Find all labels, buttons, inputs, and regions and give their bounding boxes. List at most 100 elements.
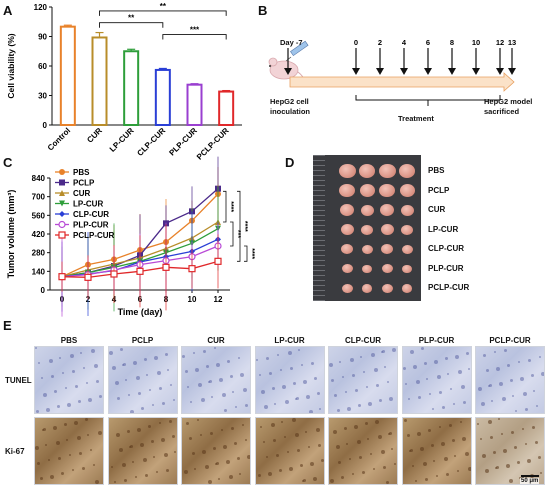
tumor-row-label: PLP-CUR bbox=[428, 263, 464, 273]
timeline-bar bbox=[289, 72, 515, 92]
tumor-sample bbox=[338, 163, 356, 178]
significance-label: **** bbox=[227, 201, 234, 212]
tumor-row-label: PCLP bbox=[428, 185, 450, 195]
legend-label: LP-CUR bbox=[73, 200, 103, 209]
bar bbox=[59, 25, 76, 127]
day-label: 13 bbox=[508, 38, 516, 47]
legend-entry: PCLP-CUR bbox=[55, 231, 115, 240]
legend-entry: PCLP bbox=[55, 179, 95, 188]
inoculation-caption-1: HepG2 cell bbox=[270, 97, 309, 106]
bar bbox=[91, 36, 108, 127]
tumor-sample bbox=[340, 204, 354, 216]
treatment-caption: Treatment bbox=[398, 114, 434, 123]
tunel-image bbox=[328, 346, 398, 414]
arrowhead bbox=[472, 68, 480, 75]
histology-column-label: LP-CUR bbox=[274, 336, 305, 345]
x-tick-label: CUR bbox=[85, 126, 104, 145]
tumor-row-label: PCLP-CUR bbox=[428, 283, 470, 292]
panel-label-c: C bbox=[3, 155, 13, 170]
tumor-sample bbox=[380, 224, 394, 236]
ki67-image bbox=[107, 417, 178, 485]
tunel-image bbox=[181, 346, 251, 414]
significance-label: *** bbox=[190, 26, 200, 35]
ki67-image bbox=[34, 417, 104, 485]
sacrificed-caption-1: HepG2 model bbox=[484, 97, 533, 106]
scale-bar-label: 50 μm bbox=[520, 478, 540, 484]
treatment-brace bbox=[355, 95, 501, 106]
y-tick-label: 0 bbox=[41, 286, 46, 295]
tunel-image bbox=[475, 346, 545, 414]
bar bbox=[186, 83, 203, 126]
inoculation-caption-2: inoculation bbox=[270, 107, 310, 116]
sacrificed-caption-2: sacrificed bbox=[484, 107, 520, 116]
data-point bbox=[58, 273, 66, 281]
data-point bbox=[162, 263, 170, 271]
tumor-sample bbox=[339, 183, 355, 198]
tumor-sample bbox=[341, 264, 353, 274]
mouse-icon bbox=[268, 57, 305, 87]
scale-bar bbox=[521, 475, 539, 477]
legend-entry: PLP-CUR bbox=[55, 221, 109, 230]
day-label: 12 bbox=[496, 38, 504, 47]
tumor-sample bbox=[402, 284, 412, 293]
day-label: 0 bbox=[354, 38, 358, 47]
x-axis-label: Time (day) bbox=[118, 307, 163, 317]
legend-label: PLP-CUR bbox=[73, 221, 109, 230]
y-tick-label: 140 bbox=[32, 267, 46, 276]
significance-bracket: *** bbox=[162, 26, 227, 40]
arrowhead bbox=[352, 68, 360, 75]
y-tick-label: 420 bbox=[32, 230, 46, 239]
y-tick-label: 0 bbox=[43, 121, 48, 130]
significance-bracket: ** bbox=[99, 14, 164, 28]
tumor-row-label: CLP-CUR bbox=[428, 244, 464, 253]
histology-column-label: PCLP bbox=[131, 336, 154, 345]
histology-row-label: Ki-67 bbox=[5, 447, 25, 456]
tunel-image bbox=[107, 346, 178, 414]
day-label: 8 bbox=[450, 38, 454, 47]
tumor-sample bbox=[399, 184, 415, 197]
significance-bracket: **** bbox=[223, 190, 234, 223]
tumor-sample bbox=[381, 244, 393, 255]
legend-label: PCLP bbox=[73, 179, 95, 188]
tumor-sample bbox=[399, 164, 415, 178]
histology-column-label: PCLP-CUR bbox=[489, 336, 531, 345]
tumor-sample bbox=[402, 264, 412, 273]
legend-label: CUR bbox=[73, 189, 91, 198]
histology-row-label: TUNEL bbox=[5, 376, 32, 385]
tumor-sample bbox=[359, 184, 375, 197]
y-tick-label: 560 bbox=[32, 211, 46, 220]
tumor-sample bbox=[360, 204, 374, 216]
tumor-sample bbox=[362, 284, 372, 293]
tumor-sample bbox=[401, 244, 413, 254]
arrowhead bbox=[284, 68, 292, 75]
y-axis-label: Cell viability (%) bbox=[6, 33, 16, 98]
significance-bracket: **** bbox=[244, 245, 255, 262]
arrowhead bbox=[424, 68, 432, 75]
histology-column-label: CUR bbox=[207, 336, 225, 345]
day-start-label: Day -7 bbox=[280, 38, 303, 47]
panel-label-d: D bbox=[285, 155, 295, 170]
y-tick-label: 280 bbox=[32, 249, 46, 258]
panel-label-b: B bbox=[258, 3, 268, 18]
tumor-sample bbox=[401, 224, 413, 235]
series-line bbox=[58, 224, 222, 311]
tumor-sample bbox=[340, 224, 354, 236]
y-tick-label: 700 bbox=[32, 193, 46, 202]
tumor-sample bbox=[380, 204, 394, 216]
legend-entry: PBS bbox=[55, 168, 90, 177]
significance-bracket: ** bbox=[99, 2, 227, 16]
tumor-sample bbox=[379, 183, 395, 198]
significance-bracket: *** bbox=[230, 221, 241, 247]
legend-entry: LP-CUR bbox=[55, 200, 103, 209]
histology-column-label: PBS bbox=[60, 336, 78, 345]
legend-label: PCLP-CUR bbox=[73, 231, 115, 240]
day-label: 10 bbox=[472, 38, 480, 47]
histology-column-label: CLP-CUR bbox=[345, 336, 381, 345]
legend-label: PBS bbox=[73, 168, 90, 177]
arrowhead bbox=[448, 68, 456, 75]
y-tick-label: 840 bbox=[32, 174, 46, 183]
significance-label: **** bbox=[241, 221, 248, 232]
tumor-volume-line-chart: 0140280420560700840024681012Time (day)Tu… bbox=[6, 156, 255, 317]
arrowhead bbox=[496, 68, 504, 75]
